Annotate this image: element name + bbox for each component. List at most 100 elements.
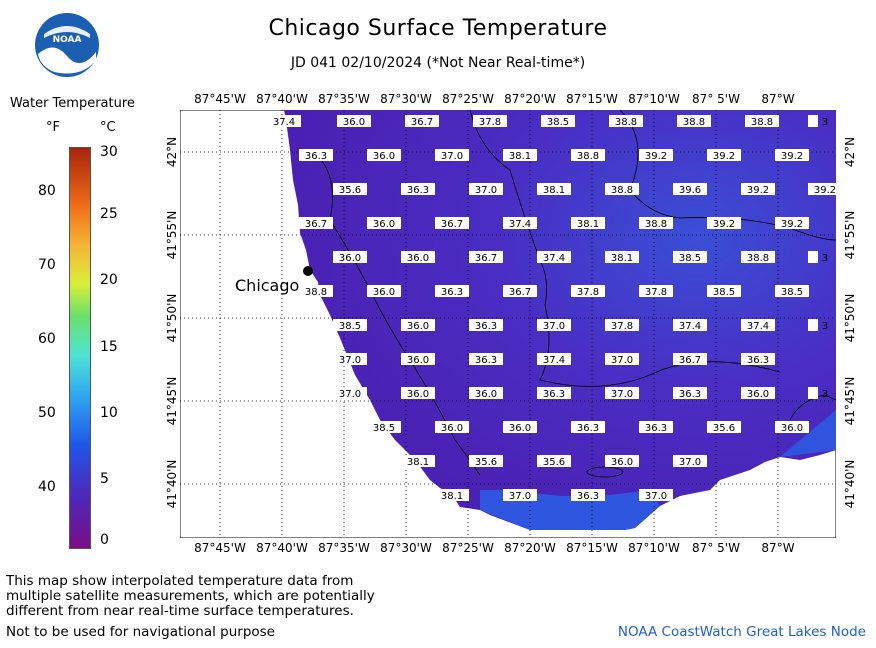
latitude-label: 42°N [165,136,179,168]
latitude-label: 41°55'N [165,210,179,260]
temperature-value-box [609,115,643,127]
temperature-value-box [639,489,673,501]
temperature-value: 39.6 [679,185,701,196]
temperature-value-box [503,217,537,229]
latitude-label: 41°50'N [165,293,179,343]
latitude-label: 41°45'N [843,376,857,426]
temperature-value: 36.3 [543,389,565,400]
temperature-value-box [469,251,503,263]
longitude-label: 87°25'W [442,541,494,555]
temperature-value: 36.0 [343,117,365,128]
temperature-value: 37.8 [611,321,633,332]
temperature-value: 39.2 [814,185,836,196]
credit-link[interactable]: NOAA CoastWatch Great Lakes Node [617,624,866,640]
temperature-value-box [435,421,469,433]
temperature-value: 37.0 [611,389,633,400]
temperature-value: 36.3 [577,423,599,434]
temperature-value-box [299,149,333,161]
longitude-label: 87°W [761,541,795,555]
temperature-value: 35.6 [543,457,565,468]
temperature-value-box [401,353,435,365]
temperature-value: 37.4 [747,321,769,332]
fahrenheit-tick: 70 [38,257,56,273]
temperature-value-box [401,387,435,399]
temperature-value-box [333,251,367,263]
longitude-label: 87°20'W [504,92,556,106]
fahrenheit-tick: 80 [38,183,56,199]
temperature-value-box [605,251,639,263]
temperature-value: 37.0 [475,185,497,196]
latitude-label: 41°50'N [843,293,857,343]
longitude-label: 87°W [761,92,795,106]
temperature-value: 37.4 [679,321,701,332]
temperature-value-box [741,183,775,195]
temperature-value: 36.0 [509,423,531,434]
temperature-value-box [775,421,809,433]
temperature-value: 36.7 [679,355,701,366]
temperature-value-box [537,353,571,365]
temperature-value-box [571,489,605,501]
longitude-label: 87°10'W [628,92,680,106]
temperature-value: 36.0 [747,389,769,400]
temperature-value: 38.8 [577,151,599,162]
temperature-value-box [401,319,435,331]
temperature-value: 36.3 [305,151,327,162]
temperature-value: 38.5 [713,287,735,298]
temperature-value: 36.0 [373,151,395,162]
temperature-value: 38.8 [615,117,637,128]
longitude-label: 87°10'W [628,541,680,555]
temperature-value-box [673,353,707,365]
temperature-value: 36.0 [373,287,395,298]
temperature-value: 39.2 [747,185,769,196]
temperature-value-box [401,455,435,467]
temperature-value: 37.0 [339,355,361,366]
color-bar [69,147,91,549]
temperature-value-box [605,319,639,331]
longitude-label: 87°15'W [566,541,618,555]
temperature-value-box [537,183,571,195]
temperature-value-box [503,421,537,433]
longitude-label: 87° 5'W [692,541,740,555]
longitude-label: 87°15'W [566,92,618,106]
temperature-value: 37.0 [645,491,667,502]
temperature-value-box [707,285,741,297]
temperature-value-box [333,353,367,365]
temperature-value: 37.8 [479,117,501,128]
longitude-label: 87°35'W [318,541,370,555]
celsius-tick: 10 [100,405,118,421]
temperature-value-box [537,455,571,467]
temperature-value: 38.8 [645,219,667,230]
temperature-value-box [571,285,605,297]
longitude-label: 87°40'W [256,541,308,555]
temperature-value-box [537,251,571,263]
temperature-value: 36.0 [611,457,633,468]
temperature-value-box [639,217,673,229]
temperature-value: 38.5 [547,117,569,128]
temperature-value: 38.8 [305,287,327,298]
temperature-value: 36.0 [407,253,429,264]
temperature-value: 38.1 [441,491,463,502]
longitude-label: 87°30'W [380,541,432,555]
temperature-value: 38.5 [373,423,395,434]
temperature-value-box [741,251,775,263]
temperature-value: 38.1 [577,219,599,230]
temperature-value-box [571,149,605,161]
temperature-value: 35.6 [339,185,361,196]
temperature-value-box [808,115,818,127]
temperature-value: 38.8 [683,117,705,128]
temperature-value-box [473,115,507,127]
longitude-label: 87°35'W [318,92,370,106]
temperature-value-box [503,285,537,297]
temperature-value: 38.1 [611,253,633,264]
temperature-value-box [537,319,571,331]
temperature-value-box [571,421,605,433]
temperature-value-box [775,149,809,161]
temperature-value: 38.1 [407,457,429,468]
temperature-value: 36.0 [339,253,361,264]
legend-title: Water Temperature [10,96,135,111]
temperature-value: 39.2 [713,219,735,230]
temperature-value-box [673,183,707,195]
temperature-value-box [673,251,707,263]
temperature-value: 36.0 [373,219,395,230]
temperature-value: 36.7 [411,117,433,128]
